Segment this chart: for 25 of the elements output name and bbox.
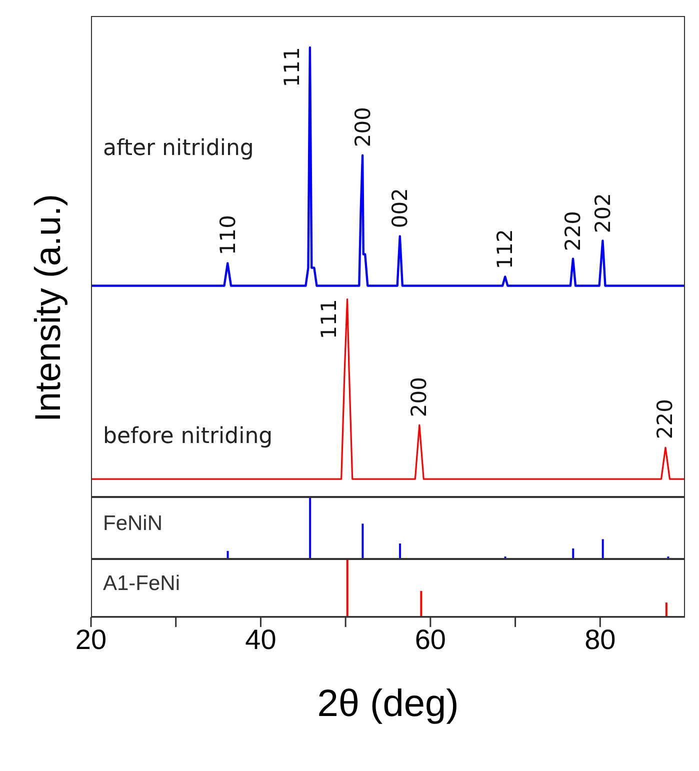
annotation: 112: [493, 228, 518, 269]
y-axis-title: Intensity (a.u.): [27, 194, 69, 422]
annotation: 202: [590, 192, 615, 233]
annotation: 200: [350, 107, 375, 148]
x-axis-title: 2θ (deg): [316, 683, 460, 726]
annotation: 220: [653, 399, 678, 440]
annotation: 111: [317, 299, 342, 340]
x-tick-label: 40: [245, 624, 276, 655]
series-label: before nitriding: [103, 424, 273, 450]
annotation: 111: [280, 47, 304, 88]
bar: [399, 544, 402, 559]
annotation: 110: [216, 215, 240, 256]
annotation: 002: [388, 188, 412, 228]
text: after nitriding: [103, 136, 254, 161]
x-tick-label: 80: [584, 624, 616, 655]
text: FeNiN: [103, 512, 163, 536]
bar: [572, 548, 574, 559]
text: A1-FeNi: [103, 572, 180, 596]
x-tick-label: 60: [414, 624, 446, 655]
bar: [362, 524, 364, 559]
bar: [309, 497, 312, 559]
x-tick-label: 20: [75, 624, 107, 655]
annotation: 220: [560, 210, 585, 251]
bar: [602, 539, 604, 559]
annotation: 200: [407, 376, 432, 418]
